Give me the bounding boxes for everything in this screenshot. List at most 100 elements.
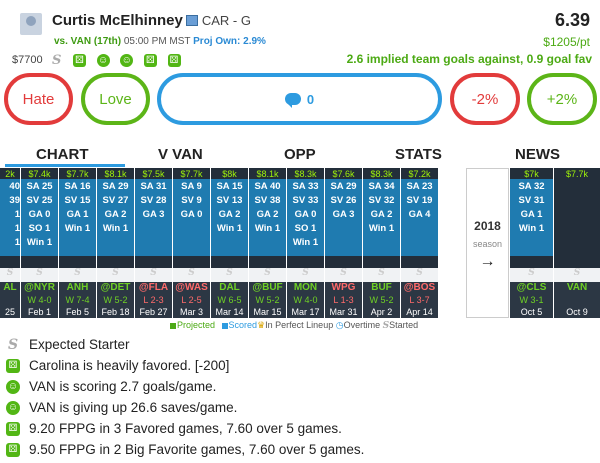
- game-result: L 2-5: [173, 295, 210, 305]
- game-date: Mar 17: [291, 307, 320, 317]
- game-column[interactable]: $8.1k SA 40 SV 38 GA 2 Win 1 S @BUF W 5-2 Mar 15: [249, 168, 286, 318]
- stat-line: Win 1: [254, 223, 281, 234]
- tab-news[interactable]: NEWS: [515, 146, 560, 163]
- game-column[interactable]: 2k 40 39 1 1 1 S AL 25: [0, 168, 20, 318]
- smile-icon: ☺: [6, 400, 20, 415]
- tab-vs-van[interactable]: V VAN: [158, 146, 203, 163]
- game-result: W 7-4: [59, 295, 96, 305]
- legend-perfect: In Perfect Lineup: [265, 320, 334, 330]
- scored-swatch: [221, 322, 228, 329]
- game-result: W 5-2: [363, 295, 400, 305]
- opponent: WPG: [331, 282, 356, 293]
- opponent: @FLA: [138, 282, 169, 293]
- opponent: @NYR: [24, 282, 55, 293]
- tab-stats[interactable]: STATS: [395, 146, 442, 163]
- opponent: @WAS: [175, 282, 208, 293]
- stat-line: 1: [14, 223, 20, 234]
- starter-icon: S: [302, 268, 309, 278]
- decrease-exposure-button[interactable]: -2%: [450, 73, 520, 125]
- game-date: 25: [4, 307, 15, 317]
- starter-icon: S: [6, 268, 14, 278]
- result-text: W 5-2: [369, 295, 394, 305]
- opponent: @CLS: [516, 282, 547, 293]
- player-name[interactable]: Curtis McElhinney: [52, 12, 183, 29]
- stat-line: SV 15: [64, 195, 91, 206]
- opponent: ANH: [66, 282, 89, 293]
- avatar: [20, 13, 42, 35]
- result-text: W 4-0: [27, 295, 52, 305]
- game-date: Mar 14: [215, 307, 244, 317]
- game-result: W 4-0: [21, 295, 58, 305]
- game-salary: $7.5k: [142, 169, 165, 179]
- stat-line: SA 23: [406, 181, 433, 192]
- stat-line: GA 1: [520, 209, 543, 220]
- stat-line: SV 31: [518, 195, 545, 206]
- game-salary: $7.7k: [66, 169, 89, 179]
- tab-opp[interactable]: OPP: [284, 146, 316, 163]
- stat-line: GA 2: [370, 209, 393, 220]
- game-salary: $8.1k: [256, 169, 279, 179]
- note-text: VAN is scoring 2.7 goals/game.: [29, 379, 217, 394]
- game-salary: $8.1k: [104, 169, 127, 179]
- love-button[interactable]: Love: [81, 73, 150, 125]
- game-date: Oct 9: [566, 307, 588, 317]
- game-date: Oct 5: [520, 307, 543, 317]
- stat-line: SA 9: [181, 181, 202, 192]
- stat-line: Win 1: [64, 223, 91, 234]
- legend-started: Started: [389, 320, 419, 330]
- comment-icon: [284, 93, 301, 108]
- stat-line: SV 26: [330, 195, 357, 206]
- smile-icon: ☺: [6, 379, 20, 394]
- opponent: @BUF: [252, 282, 283, 293]
- tab-chart[interactable]: CHART: [36, 146, 89, 163]
- dice-icon: ⚄: [143, 54, 157, 68]
- game-column[interactable]: $7.6k SA 29 SV 26 GA 3 S WPG L 1-3 Mar 31: [325, 168, 362, 318]
- note-text: VAN is giving up 26.6 saves/game.: [29, 400, 238, 415]
- game-column[interactable]: $8.3k SA 33 SV 33 GA 0 SO 1 Win 1 S MON W 4-0 Mar…: [287, 168, 324, 318]
- recent-game-column[interactable]: $7.7k S VAN Oct 9: [554, 168, 600, 318]
- game-column[interactable]: $8.3k SA 34 SV 32 GA 2 Win 1 S BUF W 5-2 Apr 2: [363, 168, 400, 318]
- stat-line: Win 1: [518, 223, 545, 234]
- smile-icon: ☺: [120, 54, 134, 68]
- note-text: Carolina is heavily favored. [-200]: [29, 358, 230, 373]
- game-column[interactable]: $7.7k SA 9 SV 9 GA 0 S @WAS L 2-5 Mar 3: [173, 168, 210, 318]
- comment-button[interactable]: 0: [157, 73, 442, 125]
- starter-icon: S: [150, 268, 157, 278]
- opponent: DAL: [219, 282, 240, 293]
- game-date: Feb 5: [65, 307, 89, 317]
- season-divider[interactable]: 2018 season →: [466, 168, 509, 318]
- overtime-icon: ◷: [335, 320, 344, 330]
- opponent: VAN: [566, 282, 588, 293]
- hate-button[interactable]: Hate: [4, 73, 73, 125]
- stat-line: Win 1: [102, 223, 129, 234]
- game-result: L 2-3: [135, 295, 172, 305]
- recent-game-column[interactable]: $7k SA 32 SV 31 GA 1 Win 1 S @CLS W 3-1 Oct 5: [510, 168, 553, 318]
- game-time: 05:00 PM MST: [123, 36, 191, 47]
- team-card-icon: [185, 15, 198, 26]
- game-column[interactable]: $7.4k SA 25 SV 25 GA 0 SO 1 Win 1 S @NYR W 4-0 Fe…: [21, 168, 58, 318]
- stat-line: GA 2: [256, 209, 279, 220]
- result-text: L 2-3: [143, 295, 164, 305]
- stat-line: 39: [9, 195, 20, 206]
- game-salary: $8k: [222, 169, 237, 179]
- starter-legend-icon: S: [382, 321, 390, 331]
- game-column[interactable]: $7.5k SA 31 SV 28 GA 3 S @FLA L 2-3 Feb 27: [135, 168, 172, 318]
- game-salary: $7.6k: [332, 169, 355, 179]
- increase-exposure-button[interactable]: +2%: [527, 73, 597, 125]
- stat-line: SA 32: [518, 181, 545, 192]
- stat-line: SV 28: [140, 195, 167, 206]
- game-column[interactable]: $7.7k SA 16 SV 15 GA 1 Win 1 S ANH W 7-4 Feb 5: [59, 168, 96, 318]
- game-column[interactable]: $8k SA 15 SV 13 GA 2 Win 1 S DAL W 6-5 Mar 14: [211, 168, 248, 318]
- game-column[interactable]: $8.1k SA 29 SV 27 GA 2 Win 1 S @DET W 5-2 Feb 18: [97, 168, 134, 318]
- game-log-grid[interactable]: 2k 40 39 1 1 1 S AL 25 $7.4k SA 25 SV 25 GA 0 SO 1 Win…: [0, 168, 600, 318]
- note-text: 9.50 FPPG in 2 Big Favorite games, 7.60 …: [29, 442, 365, 457]
- game-salary: 2k: [5, 169, 15, 179]
- stat-line: SA 40: [254, 181, 281, 192]
- starter-icon: S: [264, 268, 271, 278]
- game-column[interactable]: $7.2k SA 23 SV 19 GA 4 S @BOS L 3-7 Apr 14: [401, 168, 438, 318]
- game-date: Feb 1: [27, 307, 51, 317]
- result-text: W 5-2: [255, 295, 280, 305]
- game-date: Feb 27: [139, 307, 168, 317]
- stat-line: GA 0: [294, 209, 317, 220]
- game-salary: $8.3k: [370, 169, 393, 179]
